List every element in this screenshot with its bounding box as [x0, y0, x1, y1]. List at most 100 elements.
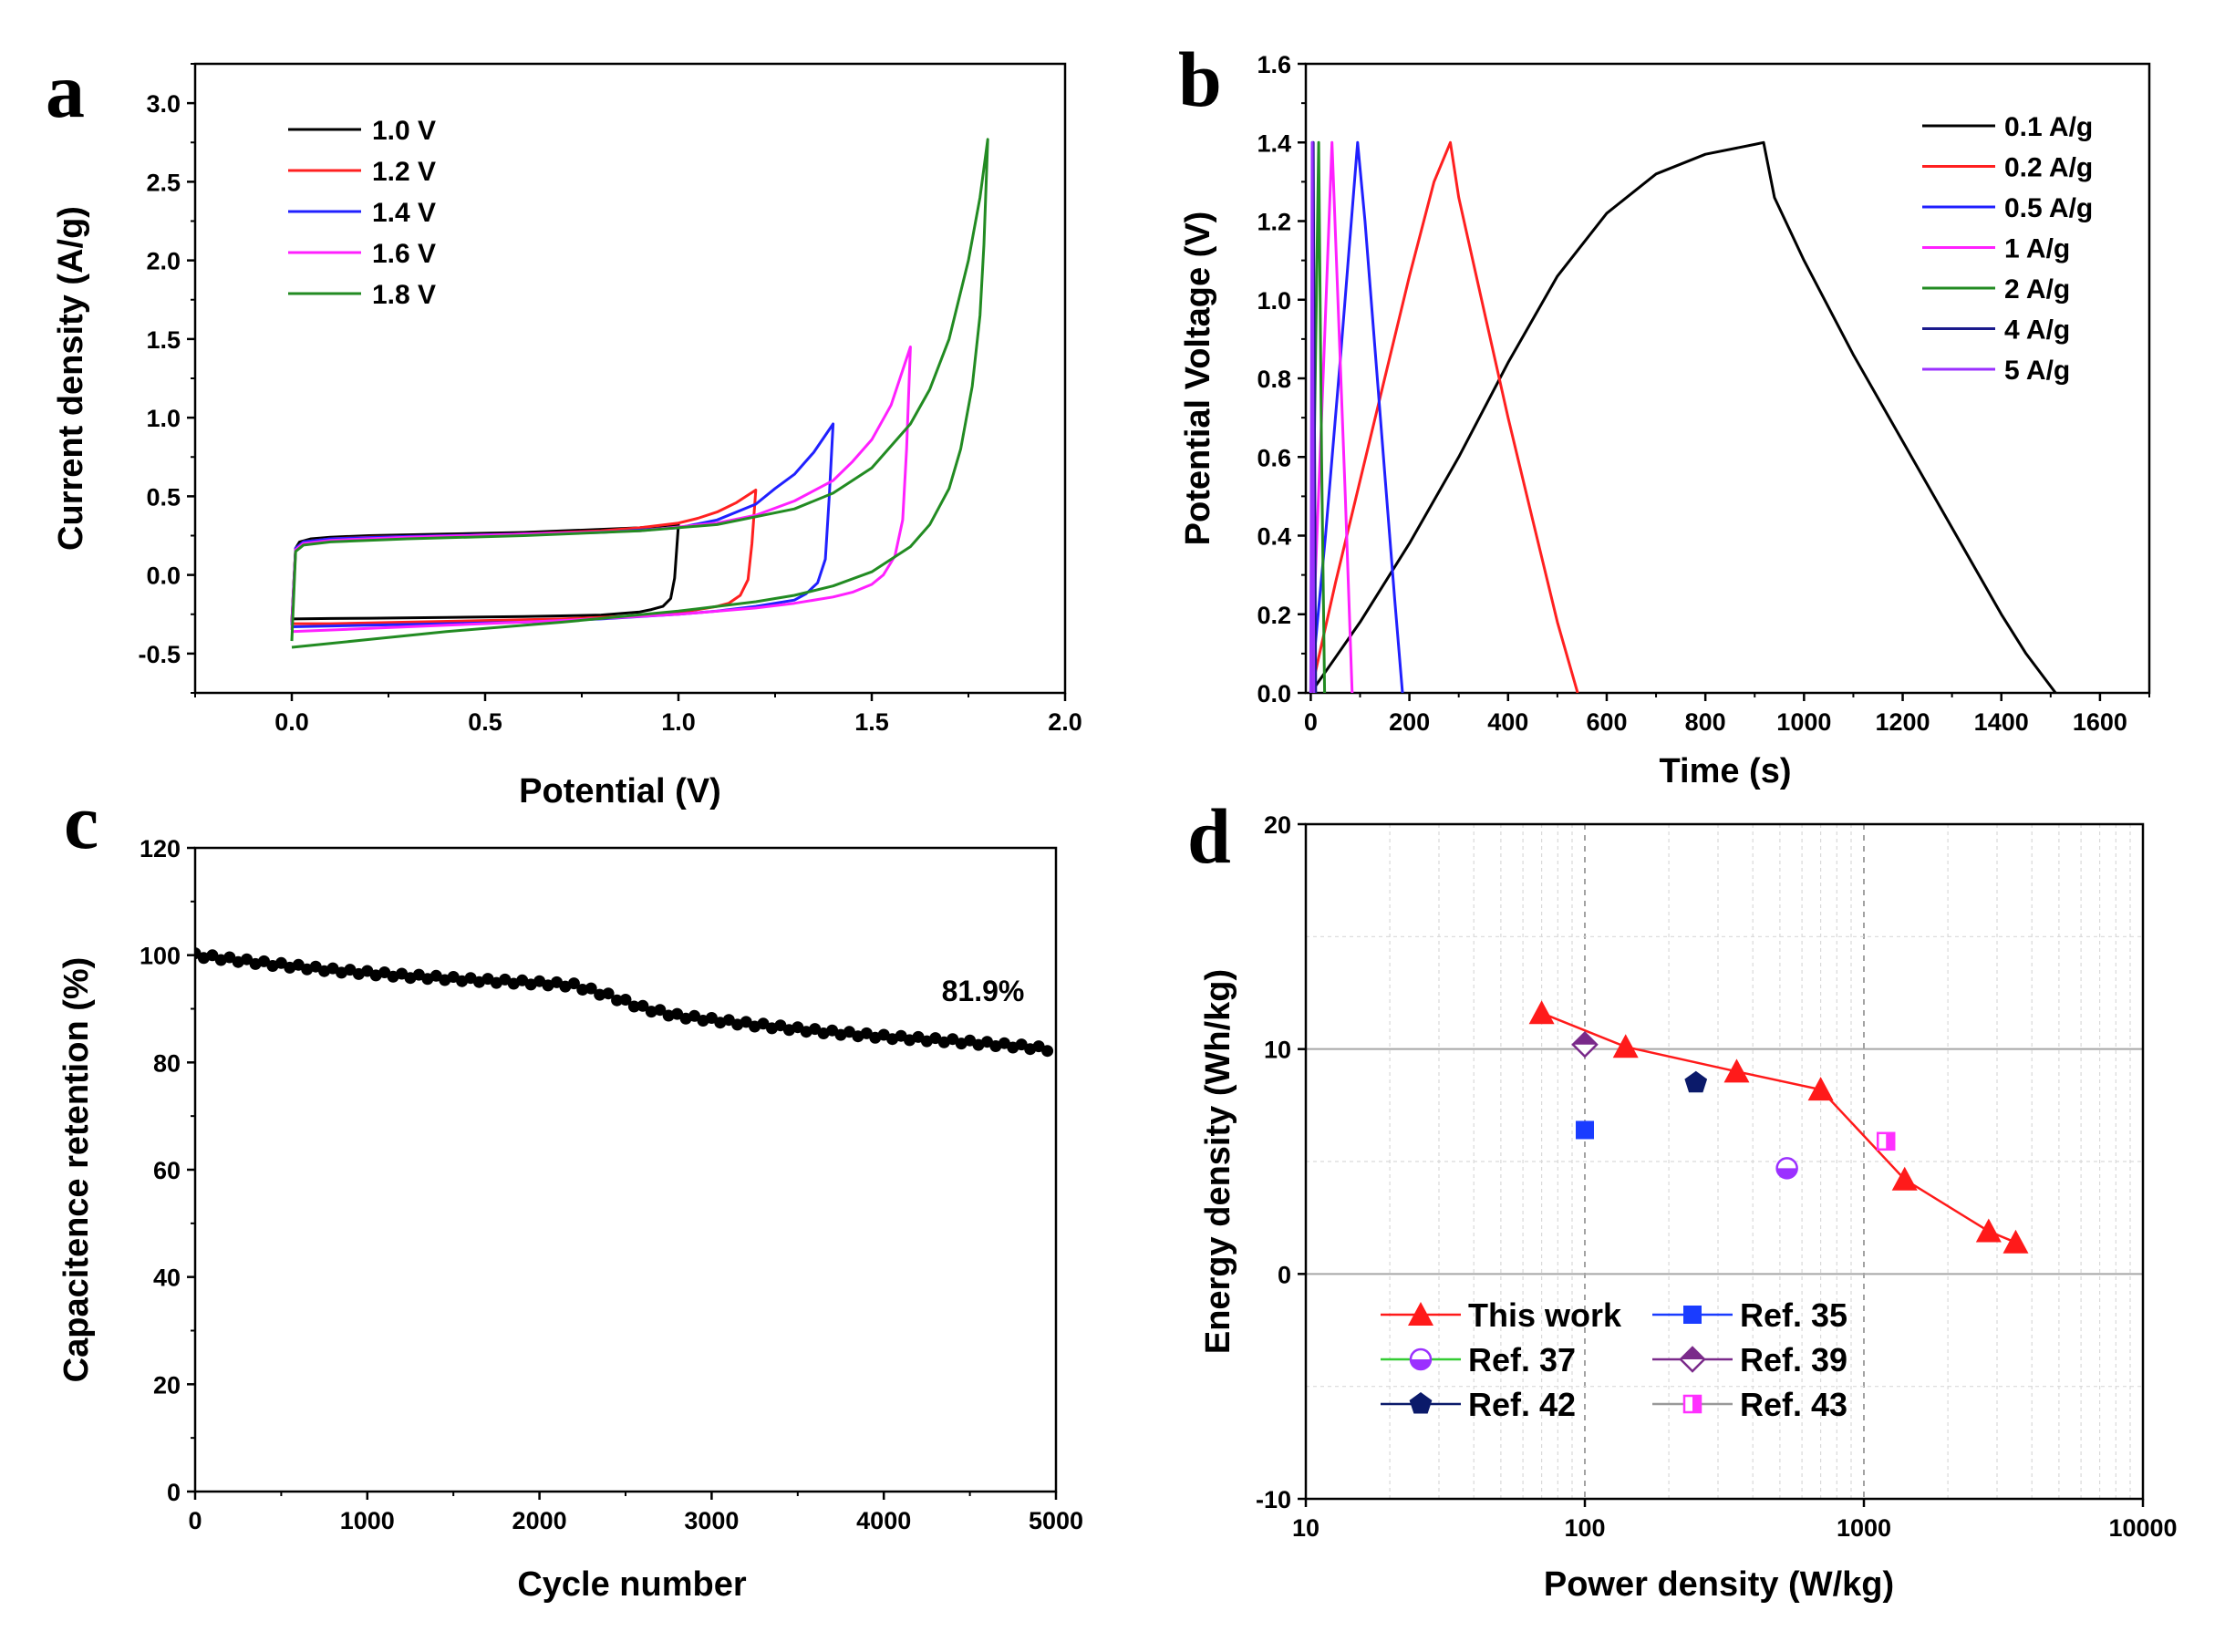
- ragone-legend-marker-fill: [1411, 1359, 1431, 1369]
- ragone-ytick-label: -10: [1256, 1486, 1291, 1513]
- gcd-xtick-label: 200: [1389, 708, 1430, 736]
- ragone-point-ref-43-fill: [1886, 1132, 1895, 1150]
- panel-label-d: d: [1187, 792, 1231, 880]
- cycling-xtick-label: 4000: [856, 1507, 911, 1534]
- retention-point: [611, 994, 624, 1007]
- gcd-xtick-label: 0: [1304, 708, 1318, 736]
- retention-point: [1041, 1045, 1054, 1058]
- panel-label-c: c: [64, 778, 98, 865]
- ragone-point-ref-37-fill: [1776, 1168, 1797, 1179]
- gcd-ytick-label: 0.4: [1257, 523, 1291, 551]
- ragone-data: [1528, 1000, 2029, 1254]
- cycling-ytick-label: 100: [140, 943, 181, 970]
- gcd-xtick-label: 800: [1685, 708, 1726, 736]
- ragone-point-this-work: [1807, 1077, 1834, 1101]
- retention-point: [602, 987, 615, 1000]
- cycling-points: [195, 947, 1054, 1058]
- ragone-legend-label: This work: [1468, 1296, 1622, 1334]
- cv-legend-label: 1.4 V: [372, 198, 436, 228]
- gcd-xtick-label: 1600: [2073, 708, 2127, 736]
- gcd-ytick-label: 0.8: [1257, 366, 1291, 393]
- ragone-point-this-work: [1891, 1166, 1918, 1191]
- cv-ytick-label: -0.5: [138, 641, 181, 668]
- retention-point: [636, 999, 649, 1012]
- retention-point: [567, 977, 580, 990]
- ragone-ytick-label: 0: [1278, 1261, 1291, 1288]
- cycling-ytick-label: 20: [153, 1371, 181, 1399]
- cv-legend-label: 1.2 V: [372, 157, 436, 187]
- ragone-point-this-work: [1723, 1058, 1750, 1083]
- ragone-xtick-label: 100: [1564, 1514, 1605, 1542]
- gcd-xtick-label: 1000: [1776, 708, 1831, 736]
- ragone-point-this-work: [1528, 1000, 1555, 1025]
- cv-y-axis-title: Current density (A/g): [52, 206, 90, 551]
- cv-x-axis-title: Potential (V): [519, 772, 721, 811]
- cv-ytick-label: 2.0: [146, 248, 181, 275]
- cycling-xtick-label: 2000: [512, 1507, 567, 1534]
- retention-point: [1032, 1040, 1045, 1053]
- retention-point: [627, 1000, 640, 1013]
- retention-point: [671, 1007, 684, 1020]
- cycling-x-axis-title: Cycle number: [517, 1565, 747, 1604]
- cv-curves: [290, 138, 989, 649]
- cv-ytick-label: 1.0: [146, 405, 181, 432]
- ragone-legend-marker: [1683, 1306, 1702, 1324]
- ragone-legend-marker: [1408, 1302, 1433, 1326]
- cycling-ytick-label: 0: [167, 1479, 181, 1506]
- cv-legend-label: 1.0 V: [372, 116, 436, 146]
- retention-point: [757, 1017, 770, 1030]
- cv-curve-1-8-V: [290, 138, 989, 649]
- gcd-curve-1-A-g: [1309, 140, 1354, 693]
- gcd-legend-label: 2 A/g: [2004, 274, 2070, 305]
- ragone-point-this-work: [2002, 1229, 2029, 1254]
- ragone-legend-label: Ref. 35: [1740, 1296, 1847, 1334]
- cycling-xtick-label: 5000: [1029, 1507, 1083, 1534]
- cv-curve-1-2-V: [290, 489, 758, 625]
- cv-ytick-label: 3.0: [146, 90, 181, 118]
- cv-xtick-label: 2.0: [1048, 708, 1082, 736]
- retention-point: [258, 955, 270, 967]
- ragone-plot-frame: [1304, 822, 2145, 1501]
- gcd-xtick-label: 600: [1586, 708, 1627, 736]
- cycling-plot-frame: [193, 846, 1058, 1493]
- cycling-ytick-label: 80: [153, 1049, 181, 1077]
- retention-point: [1015, 1038, 1028, 1051]
- ragone-legend-marker-fill: [1681, 1347, 1704, 1359]
- ragone-point-ref-35: [1576, 1120, 1594, 1140]
- gcd-ytick-label: 0.2: [1257, 602, 1291, 629]
- gcd-xtick-label: 1200: [1875, 708, 1930, 736]
- cycling-chart: 0 1000 2000 3000 4000 5000 0 20 40 60 80 100 120 81.9…: [57, 835, 1083, 1604]
- cv-chart: 0.0 0.5 1.0 1.5 2.0 -0.5 0.0 0.5 1.0 1.5 2.0 2.5 3.0…: [52, 62, 1082, 811]
- ragone-xtick-label: 10000: [2108, 1514, 2177, 1542]
- cv-xtick-label: 1.5: [854, 708, 889, 736]
- gcd-ytick-label: 1.4: [1257, 129, 1291, 157]
- gcd-xtick-label: 400: [1487, 708, 1528, 736]
- gcd-ytick-label: 1.0: [1257, 287, 1291, 315]
- ragone-legend-label: Ref. 39: [1740, 1341, 1847, 1378]
- gcd-legend-label: 1 A/g: [2004, 234, 2070, 264]
- gcd-ytick-label: 1.6: [1257, 51, 1291, 78]
- retention-point: [688, 1009, 700, 1022]
- ragone-grid: [1306, 824, 2143, 1499]
- ragone-point-ref-39-fill: [1573, 1032, 1597, 1045]
- gcd-curve-0-1-A-g: [1309, 140, 2057, 693]
- ragone-point-this-work: [1612, 1034, 1639, 1058]
- gcd-ytick-label: 0.0: [1257, 680, 1291, 707]
- ragone-xtick-label: 10: [1292, 1514, 1319, 1542]
- cv-legend-label: 1.6 V: [372, 239, 436, 269]
- cycling-xtick-label: 3000: [684, 1507, 739, 1534]
- cv-ytick-label: 2.5: [146, 169, 181, 196]
- gcd-ytick-label: 0.6: [1257, 444, 1291, 471]
- ragone-line-this-work: [1541, 1012, 2016, 1244]
- cv-xtick-label: 1.0: [661, 708, 696, 736]
- ragone-legend-label: Ref. 42: [1468, 1386, 1576, 1423]
- ragone-ytick-label: 10: [1264, 1037, 1291, 1064]
- gcd-chart: 0 200 400 600 800 1000 1200 1400 1600 0.0 0.2 0.4 0.…: [1179, 51, 2151, 790]
- gcd-curve-5-A-g: [1309, 140, 1316, 693]
- cycling-xtick-label: 1000: [340, 1507, 395, 1534]
- ragone-y-axis-title: Energy density (Wh/kg): [1199, 969, 1237, 1354]
- cycling-ytick-label: 60: [153, 1157, 181, 1184]
- gcd-y-axis-title: Potential Voltage (V): [1179, 212, 1217, 546]
- gcd-curve-0-5-A-g: [1309, 140, 1404, 693]
